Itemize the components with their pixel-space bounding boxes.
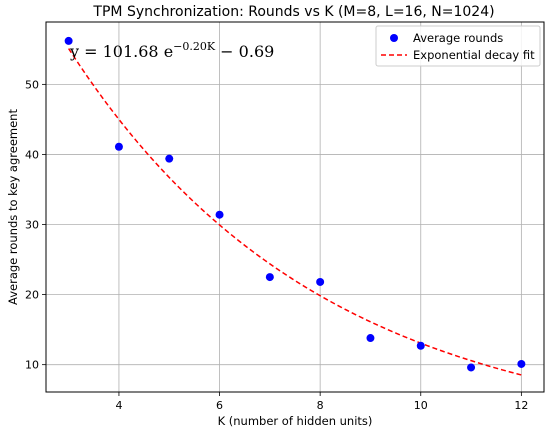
x-tick-label: 4 <box>115 399 122 412</box>
y-tick-label: 50 <box>25 78 39 91</box>
fit-equation-exponent: −0.20K <box>173 40 216 53</box>
x-tick-label: 12 <box>514 399 528 412</box>
data-point <box>165 154 174 163</box>
data-point <box>316 277 325 286</box>
data-point <box>114 142 123 151</box>
fit-equation: y = 101.68 e−0.20K − 0.69 <box>69 40 274 61</box>
data-point <box>467 363 476 372</box>
y-axis-ticks: 10 20 30 40 50 <box>25 78 46 372</box>
x-tick-label: 6 <box>216 399 223 412</box>
legend-marker-average-rounds <box>390 34 398 42</box>
data-point <box>265 273 274 282</box>
x-tick-label: 10 <box>414 399 428 412</box>
chart-title: TPM Synchronization: Rounds vs K (M=8, L… <box>92 4 494 20</box>
y-tick-label: 40 <box>25 148 39 161</box>
data-point <box>517 359 526 368</box>
data-points-layer <box>64 36 526 372</box>
y-tick-label: 10 <box>25 359 39 372</box>
fit-curve-exponential-decay <box>68 48 522 376</box>
fit-equation-main: y = 101.68 e <box>69 42 173 61</box>
fit-curve-layer <box>68 48 522 376</box>
legend-label-exponential-fit: Exponential decay fit <box>413 48 535 62</box>
legend: Average rounds Exponential decay fit <box>375 25 541 67</box>
data-point <box>366 334 375 343</box>
data-point <box>64 36 73 45</box>
plot-frame <box>45 21 545 393</box>
x-tick-label: 8 <box>317 399 324 412</box>
data-point <box>215 210 224 219</box>
y-tick-label: 20 <box>25 289 39 302</box>
x-axis-label: K (number of hidden units) <box>218 414 373 428</box>
x-axis-ticks: 4 6 8 10 12 <box>115 392 528 412</box>
legend-label-average-rounds: Average rounds <box>413 31 503 45</box>
fit-equation-offset: − 0.69 <box>215 42 274 61</box>
data-point <box>416 341 425 350</box>
y-axis-label: Average rounds to key agreement <box>6 109 20 305</box>
y-tick-label: 30 <box>25 219 39 232</box>
grid-lines <box>46 22 544 392</box>
legend-box <box>375 25 541 67</box>
